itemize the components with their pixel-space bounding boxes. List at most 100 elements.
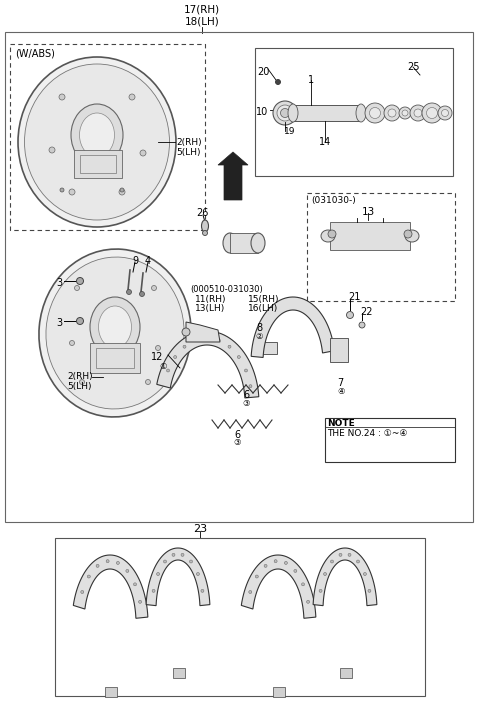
Bar [340, 668, 352, 678]
Text: 18(LH): 18(LH) [185, 16, 219, 26]
Ellipse shape [172, 553, 175, 557]
Bar [325, 418, 455, 462]
Ellipse shape [46, 257, 184, 409]
Polygon shape [251, 297, 335, 357]
Ellipse shape [71, 104, 123, 166]
Ellipse shape [402, 110, 408, 116]
Polygon shape [146, 548, 210, 606]
Text: ④: ④ [337, 387, 345, 396]
Ellipse shape [399, 107, 411, 119]
Text: 1: 1 [308, 75, 314, 85]
Ellipse shape [120, 188, 124, 192]
Ellipse shape [167, 369, 169, 372]
Ellipse shape [182, 328, 190, 336]
Polygon shape [157, 331, 259, 398]
Ellipse shape [87, 575, 90, 578]
Ellipse shape [384, 105, 400, 121]
Ellipse shape [129, 94, 135, 100]
Polygon shape [313, 548, 377, 606]
Ellipse shape [357, 560, 360, 563]
Ellipse shape [139, 600, 142, 603]
Polygon shape [186, 322, 220, 342]
Ellipse shape [274, 559, 277, 562]
Ellipse shape [174, 356, 177, 359]
Ellipse shape [49, 147, 55, 153]
Ellipse shape [133, 583, 136, 586]
Text: 8: 8 [256, 323, 262, 333]
Text: 10: 10 [256, 107, 268, 117]
Text: 14: 14 [319, 137, 331, 147]
Bar [80, 155, 116, 173]
Ellipse shape [410, 105, 426, 121]
Text: 16(LH): 16(LH) [248, 304, 278, 313]
Ellipse shape [39, 249, 191, 417]
Text: 3: 3 [56, 278, 62, 288]
Text: 22: 22 [360, 307, 372, 317]
Ellipse shape [156, 346, 160, 351]
Ellipse shape [205, 337, 208, 339]
Ellipse shape [190, 560, 192, 563]
Ellipse shape [203, 231, 207, 236]
Ellipse shape [370, 107, 381, 119]
Text: 2(RH): 2(RH) [67, 372, 93, 381]
Ellipse shape [140, 150, 146, 156]
Text: 23: 23 [193, 524, 207, 534]
Ellipse shape [324, 572, 326, 576]
Ellipse shape [368, 589, 371, 592]
Ellipse shape [60, 188, 64, 192]
Polygon shape [218, 152, 248, 200]
Ellipse shape [438, 106, 452, 120]
Ellipse shape [59, 94, 65, 100]
Ellipse shape [249, 385, 252, 388]
Text: 2(RH): 2(RH) [176, 138, 202, 147]
Ellipse shape [347, 312, 353, 319]
Ellipse shape [422, 103, 442, 123]
Ellipse shape [196, 572, 199, 576]
Ellipse shape [164, 560, 167, 563]
Ellipse shape [76, 317, 84, 324]
Text: 21: 21 [348, 292, 360, 302]
Ellipse shape [126, 569, 129, 572]
Ellipse shape [359, 322, 365, 328]
Ellipse shape [116, 562, 120, 564]
Ellipse shape [69, 189, 75, 195]
Ellipse shape [140, 292, 144, 297]
Text: 20: 20 [257, 67, 269, 77]
Ellipse shape [319, 589, 322, 592]
Text: 15(RH): 15(RH) [248, 295, 279, 304]
Ellipse shape [81, 591, 84, 594]
Text: NOTE: NOTE [327, 419, 355, 428]
Ellipse shape [249, 591, 252, 594]
Ellipse shape [156, 572, 159, 576]
Bar [10, 44, 205, 230]
Ellipse shape [181, 553, 184, 557]
Text: 3: 3 [56, 318, 62, 328]
Ellipse shape [217, 339, 220, 342]
Ellipse shape [251, 233, 265, 253]
Bar [230, 233, 258, 253]
Ellipse shape [404, 230, 412, 238]
Ellipse shape [356, 104, 366, 122]
Text: 25: 25 [407, 62, 419, 72]
Ellipse shape [280, 109, 289, 117]
Ellipse shape [223, 233, 237, 253]
Text: ①: ① [159, 362, 167, 371]
Ellipse shape [24, 64, 169, 220]
Text: ②: ② [255, 332, 263, 341]
Ellipse shape [228, 345, 231, 348]
Text: 13: 13 [361, 207, 374, 217]
Ellipse shape [202, 220, 208, 232]
Bar [262, 342, 277, 354]
Bar [173, 668, 185, 678]
Ellipse shape [365, 103, 385, 123]
Ellipse shape [427, 107, 437, 119]
Polygon shape [73, 555, 148, 618]
Ellipse shape [276, 80, 280, 84]
Ellipse shape [339, 553, 342, 557]
Ellipse shape [277, 105, 293, 121]
Ellipse shape [331, 560, 334, 563]
Ellipse shape [244, 369, 248, 372]
Ellipse shape [76, 278, 84, 285]
Bar [255, 48, 453, 176]
Text: ③: ③ [242, 399, 250, 408]
